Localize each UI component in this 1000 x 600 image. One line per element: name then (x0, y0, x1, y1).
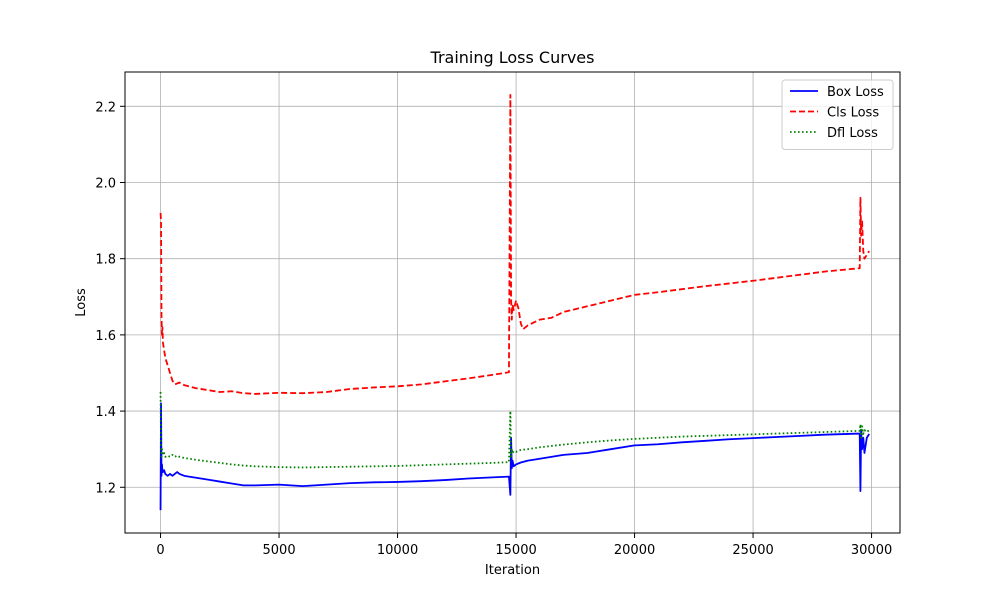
series-line-dfl-loss (159, 392, 870, 469)
plot-frame (124, 71, 901, 534)
x-tick-label: 20000 (614, 543, 655, 558)
x-tick-label: 10000 (377, 543, 418, 558)
x-axis-title: Iteration (485, 563, 540, 578)
y-axis-title: Loss (74, 288, 89, 317)
chart-title: Training Loss Curves (430, 48, 595, 67)
legend-label-box-loss: Box Loss (827, 85, 884, 100)
grid (125, 72, 900, 533)
y-tick-label: 2.0 (95, 176, 116, 191)
series-layer (159, 93, 870, 511)
legend-label-dfl-loss: Dfl Loss (827, 126, 878, 141)
series-line-box-loss (159, 402, 870, 511)
ticks: 0 5000 10000 15000 20000 25000 30000 1.2 1.4 1.6 1… (95, 100, 892, 558)
legend-box (781, 79, 894, 150)
series-line-cls-loss (159, 93, 870, 395)
y-tick-label: 1.2 (95, 481, 116, 496)
legend-label-cls-loss: Cls Loss (827, 106, 879, 121)
x-tick-label: 15000 (495, 543, 536, 558)
y-tick-label: 1.4 (95, 405, 116, 420)
legend: Box Loss Cls Loss Dfl Loss (781, 79, 894, 150)
x-tick-label: 0 (156, 543, 164, 558)
x-tick-label: 30000 (851, 543, 892, 558)
y-tick-label: 1.6 (95, 329, 116, 344)
x-tick-label: 25000 (732, 543, 773, 558)
y-tick-label: 1.8 (95, 253, 116, 268)
y-tick-label: 2.2 (95, 100, 116, 115)
x-tick-label: 5000 (263, 543, 296, 558)
